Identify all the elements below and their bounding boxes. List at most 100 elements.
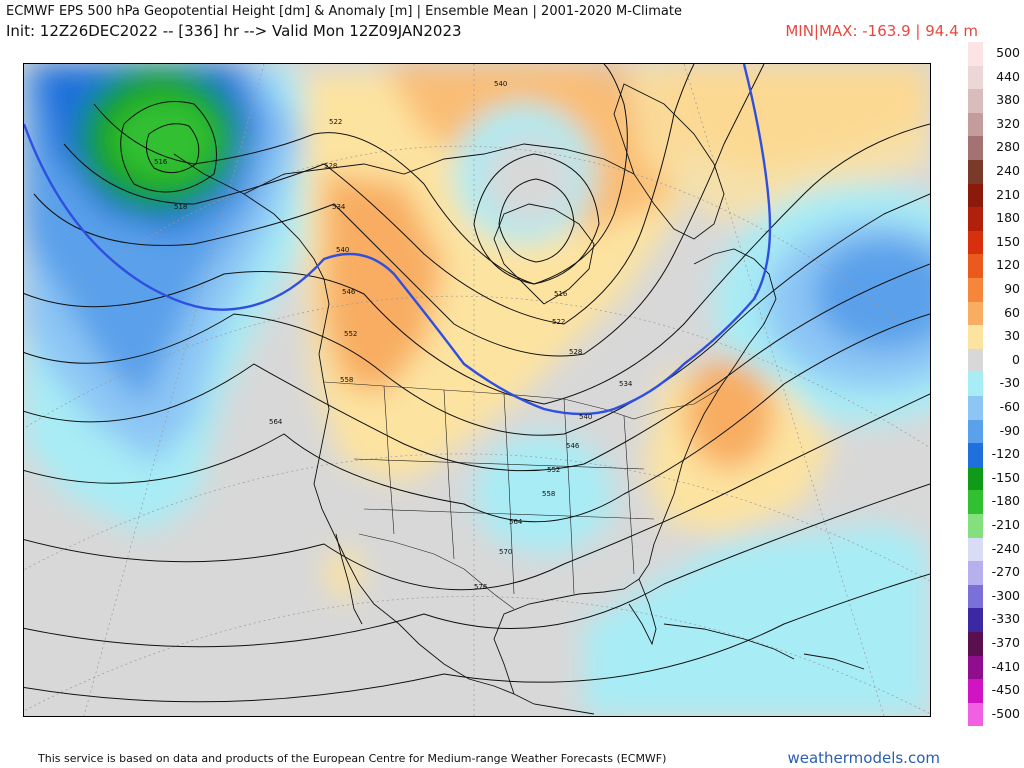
caribbean-negative	[584, 524, 930, 716]
legend-swatch	[968, 490, 983, 514]
cuba	[663, 623, 795, 660]
legend-swatch	[968, 325, 983, 349]
legend-swatch	[968, 561, 983, 585]
contour-label: 546	[342, 288, 356, 296]
ecmwf-attribution: This service is based on data and produc…	[38, 752, 667, 765]
legend-label: -330	[991, 611, 1020, 627]
contour-564	[24, 313, 930, 523]
legend-swatch	[968, 679, 983, 703]
legend-label: 30	[1004, 328, 1020, 344]
legend-swatch	[968, 301, 983, 326]
legend-label: -270	[991, 564, 1020, 580]
legend-label: -120	[991, 446, 1020, 462]
greenland-coast	[613, 83, 725, 240]
legend-label: 500	[996, 45, 1020, 60]
contour-546	[24, 123, 930, 405]
legend-label: 380	[996, 92, 1020, 108]
contour-570	[24, 393, 930, 591]
legend-swatch	[968, 584, 983, 609]
contour-label: 576	[474, 583, 488, 591]
contour-label: 546	[566, 442, 580, 450]
legend-item: -330	[968, 608, 1020, 632]
legend-label: 210	[996, 186, 1020, 202]
contour-label: 552	[344, 330, 357, 338]
contour-label: 558	[542, 490, 555, 498]
baja-california	[335, 533, 363, 625]
contour-516-hudson	[473, 153, 600, 285]
contour-label: 552	[547, 466, 560, 474]
contour-label: 528	[324, 162, 337, 170]
highlight-540-contour	[24, 64, 772, 416]
legend-item: 150	[968, 230, 1020, 255]
legend-item: -450	[968, 679, 1020, 703]
contour-label: 564	[509, 518, 523, 526]
gulf-coast	[493, 543, 655, 695]
contour-522	[93, 64, 628, 285]
site-brand-link[interactable]: weathermodels.com	[787, 749, 940, 767]
us-mexico-border	[358, 533, 515, 610]
state-line-h2	[363, 508, 655, 520]
contour-582	[24, 573, 930, 703]
legend-swatch	[968, 348, 983, 373]
legend-label: -500	[991, 705, 1020, 721]
legend-swatch	[968, 419, 983, 444]
contour-label: 540	[579, 413, 592, 421]
legend-label: 60	[1004, 304, 1020, 320]
min-max-readout: MIN|MAX: -163.9 | 94.4 m	[785, 22, 978, 40]
legend-label: 440	[996, 68, 1020, 84]
legend-label: -300	[991, 587, 1020, 603]
legend-item: 320	[968, 112, 1020, 137]
legend-label: 0	[1012, 351, 1020, 367]
legend-swatch	[968, 514, 983, 538]
legend-item: -150	[968, 466, 1020, 491]
legend-label: -450	[991, 682, 1020, 698]
hispaniola	[803, 653, 865, 670]
legend-label: -240	[991, 540, 1020, 556]
legend-label: 280	[996, 139, 1020, 155]
legend-item: 240	[968, 160, 1020, 184]
contour-558	[24, 263, 930, 472]
legend-swatch	[968, 537, 983, 562]
contour-labels: 516 518 522 528 534 540 546 552 558 564 …	[154, 80, 633, 591]
contour-label: 540	[494, 80, 507, 88]
legend-swatch	[968, 466, 983, 491]
legend-label: 90	[1004, 281, 1020, 296]
anomaly-field	[24, 64, 930, 716]
legend-item: 380	[968, 89, 1020, 113]
legend-item: -270	[968, 561, 1020, 585]
legend-swatch	[968, 396, 983, 420]
us-canada-border	[323, 381, 720, 420]
north-america-west-coast	[173, 153, 515, 695]
legend-label: 150	[996, 233, 1020, 249]
legend-swatch	[968, 89, 983, 113]
legend-swatch	[968, 230, 983, 255]
greenland-positive-outer	[624, 64, 930, 224]
legend-item: 180	[968, 207, 1020, 231]
legend-item: 60	[968, 301, 1020, 326]
legend-item: -210	[968, 514, 1020, 538]
legend-label: -410	[991, 658, 1020, 674]
contour-label: 564	[269, 418, 283, 426]
alaska-green-core	[109, 94, 219, 184]
legend-item: 500	[968, 42, 1020, 66]
contour-510-alaska	[145, 123, 200, 174]
state-line-3	[503, 393, 515, 595]
legend-item: -500	[968, 702, 1020, 727]
legend-swatch	[968, 254, 983, 278]
legend-label: 240	[996, 163, 1020, 178]
legend-item: -300	[968, 584, 1020, 609]
coastlines	[173, 83, 865, 715]
legend-label: -180	[991, 493, 1020, 509]
legend-item: -240	[968, 537, 1020, 562]
arctic-coast	[243, 143, 635, 195]
legend-swatch	[968, 655, 983, 680]
state-line-1	[383, 385, 395, 535]
state-line-4	[563, 398, 575, 595]
contour-label: 516	[554, 290, 568, 298]
contour-label: 516	[154, 158, 168, 166]
contour-516-alaska	[120, 101, 217, 193]
legend-swatch	[968, 443, 983, 467]
midwest-negative	[474, 434, 614, 554]
legend-swatch	[968, 42, 983, 66]
contour-576	[24, 483, 930, 648]
